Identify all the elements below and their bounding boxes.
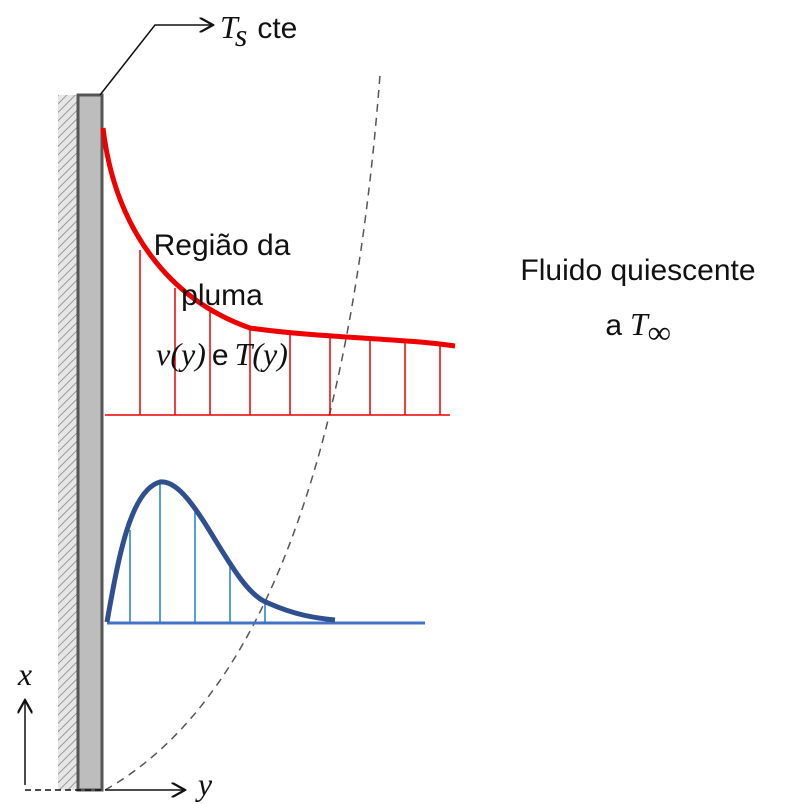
fluid-label-2: a T∞ bbox=[605, 306, 670, 350]
plume-label-3: v(y) e T(y) bbox=[156, 336, 288, 372]
boundary-layer-edge bbox=[104, 74, 381, 791]
plume-label-2: pluma bbox=[181, 279, 263, 312]
plume-label-1: Região da bbox=[154, 229, 291, 262]
y-axis-label: y bbox=[195, 766, 213, 802]
red-profile-lines bbox=[105, 250, 450, 416]
temperature-curve bbox=[104, 479, 336, 623]
wall-label: Ts cte bbox=[220, 9, 297, 53]
fluid-label-1: Fluido quiescente bbox=[520, 254, 755, 287]
blue-profile-lines bbox=[107, 482, 425, 625]
velocity-curve bbox=[100, 127, 456, 349]
leader-arrow bbox=[99, 25, 213, 96]
x-axis-label: x bbox=[17, 656, 32, 692]
wall-hatch bbox=[58, 95, 78, 790]
plate bbox=[76, 93, 104, 792]
